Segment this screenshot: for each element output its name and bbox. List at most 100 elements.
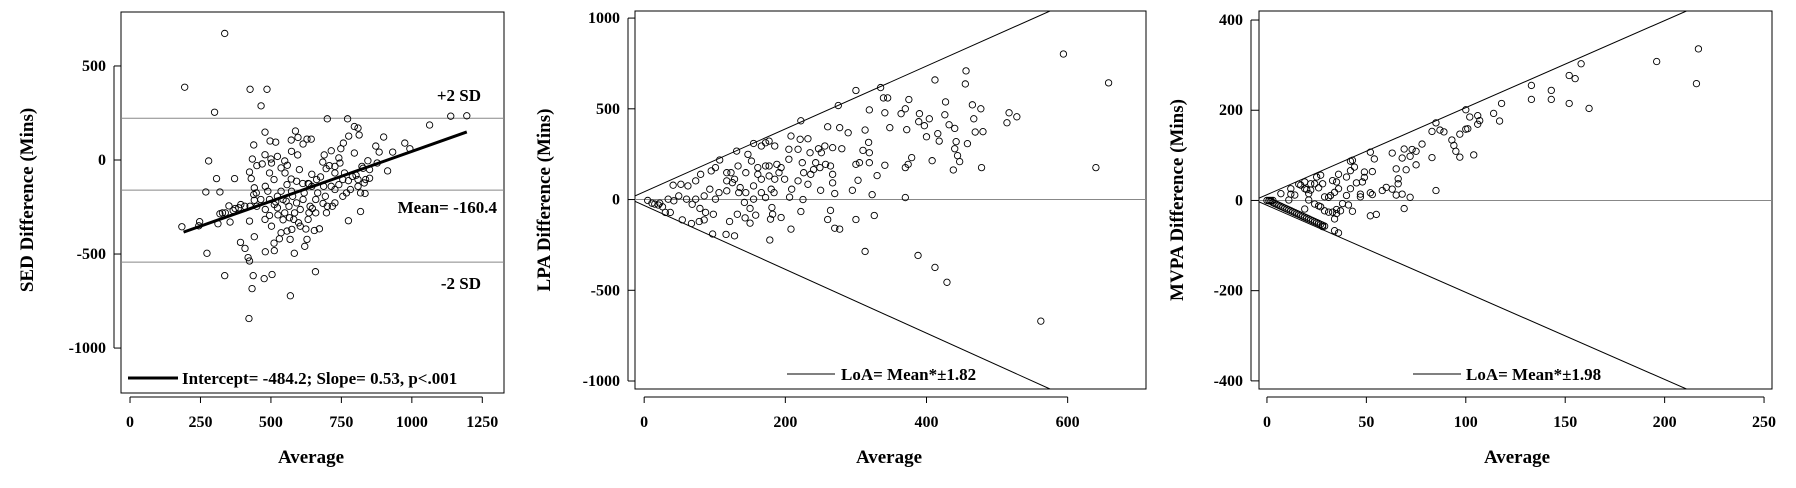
- data-point: [1388, 149, 1396, 157]
- data-point: [1653, 57, 1661, 66]
- data-point: [1388, 185, 1396, 193]
- x-tick-label: 50: [1358, 414, 1374, 431]
- data-point: [1497, 99, 1506, 108]
- data-point: [261, 151, 269, 159]
- data-point: [265, 211, 274, 220]
- data-point: [307, 135, 315, 143]
- data-point: [270, 175, 278, 184]
- data-point: [1350, 163, 1359, 171]
- data-point: [1406, 152, 1414, 160]
- data-point: [294, 219, 303, 227]
- data-point: [316, 173, 325, 181]
- data-point: [296, 222, 304, 230]
- data-point: [1342, 173, 1351, 181]
- data-point: [299, 195, 307, 204]
- data-point: [1378, 186, 1386, 195]
- data-point: [285, 202, 293, 210]
- data-point: [299, 179, 307, 188]
- upper-sd-label: +2 SD: [437, 86, 481, 105]
- data-point: [897, 110, 905, 118]
- data-point: [1406, 193, 1414, 201]
- data-point: [903, 126, 911, 134]
- data-point: [195, 218, 204, 226]
- data-point: [787, 132, 795, 140]
- x-axis-label: Average: [1484, 447, 1550, 468]
- data-point: [1356, 193, 1365, 201]
- data-point: [1398, 190, 1406, 198]
- data-point: [868, 190, 876, 199]
- data-point: [1366, 212, 1374, 220]
- data-point: [670, 197, 678, 205]
- x-tick-label: 200: [773, 414, 797, 431]
- data-point: [1311, 180, 1319, 188]
- data-point: [1334, 229, 1343, 237]
- data-point: [1334, 170, 1343, 178]
- lpa-panel: 0 200 400 600 1000 500 0 -500 -1000: [583, 10, 1147, 431]
- data-point: [1456, 130, 1464, 138]
- data-point: [977, 105, 985, 113]
- data-point: [1303, 185, 1311, 194]
- data-point: [1313, 173, 1321, 181]
- y-axis-label: SED Difference (Mins): [17, 108, 38, 292]
- data-point: [1003, 119, 1011, 127]
- data-point: [931, 76, 939, 84]
- mvpa-panel: 0 50 100 150 200 250 400 200 0 -200 -400: [1214, 10, 1776, 431]
- data-point: [688, 200, 696, 208]
- data-point: [225, 202, 233, 210]
- data-point: [735, 189, 743, 197]
- legend-loa-label: LoA= Mean*±1.98: [1466, 365, 1601, 384]
- data-point: [331, 199, 339, 207]
- data-point: [1694, 45, 1703, 53]
- data-point: [305, 209, 313, 217]
- data-point: [1332, 178, 1341, 186]
- data-point: [294, 151, 302, 159]
- data-point: [181, 83, 189, 91]
- upper-loa-line: [635, 11, 1051, 197]
- data-point: [859, 146, 867, 155]
- data-point: [249, 272, 257, 280]
- data-point: [879, 94, 888, 102]
- data-point: [722, 230, 730, 239]
- data-point: [757, 142, 765, 150]
- data-point: [836, 225, 844, 233]
- mean-label: Mean= -160.4: [398, 198, 498, 217]
- data-point: [732, 147, 741, 155]
- x-tick-label: 500: [259, 414, 283, 431]
- y-tick-label: -500: [591, 282, 620, 299]
- data-point: [281, 157, 289, 165]
- data-point: [312, 209, 320, 217]
- data-point: [788, 185, 796, 193]
- data-point: [794, 177, 802, 185]
- data-point: [941, 111, 949, 119]
- data-point: [684, 182, 692, 190]
- data-point: [1316, 203, 1325, 211]
- data-point: [1346, 167, 1355, 175]
- data-point: [723, 169, 731, 177]
- y-tick-label: -400: [1214, 373, 1243, 390]
- data-point: [915, 118, 923, 126]
- data-point: [303, 135, 311, 143]
- data-point: [824, 123, 832, 131]
- data-point: [257, 102, 265, 110]
- data-point: [831, 189, 839, 198]
- data-point: [303, 235, 311, 244]
- data-point: [1370, 155, 1378, 163]
- data-point: [342, 189, 351, 197]
- data-point: [711, 163, 720, 172]
- data-point: [210, 108, 219, 116]
- data-point: [265, 169, 274, 177]
- data-point: [941, 98, 950, 106]
- data-point: [658, 203, 667, 211]
- data-point: [797, 207, 805, 216]
- data-point: [261, 128, 269, 136]
- data-point: [1470, 151, 1478, 159]
- data-point: [749, 182, 758, 190]
- data-point: [881, 161, 889, 169]
- regression-line: [183, 130, 468, 234]
- data-point: [865, 106, 873, 114]
- data-point: [700, 216, 708, 224]
- data-point: [1462, 125, 1470, 133]
- data-point: [951, 124, 959, 133]
- y-tick-label: -1000: [69, 340, 106, 357]
